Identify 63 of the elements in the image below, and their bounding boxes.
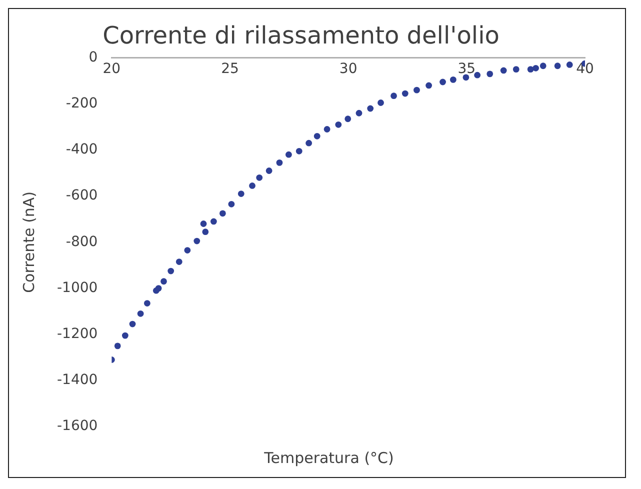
y-tick-label: -400 <box>66 142 98 158</box>
y-tick-label: -200 <box>66 96 98 112</box>
point <box>256 174 263 181</box>
point <box>378 100 384 106</box>
point <box>160 278 167 285</box>
point <box>486 70 494 78</box>
x-tick-label: 20 <box>102 60 121 77</box>
point <box>500 67 507 74</box>
y-tick-label: -1000 <box>56 280 98 296</box>
y-tick-label: 0 <box>88 49 98 66</box>
point <box>335 121 342 128</box>
point <box>137 310 144 317</box>
point <box>474 72 481 78</box>
point <box>249 182 256 189</box>
point <box>144 300 150 306</box>
point <box>306 140 312 146</box>
y-tick-label: -1400 <box>56 372 98 388</box>
point <box>129 320 136 328</box>
point <box>324 126 330 132</box>
chart-title: Corrente di rilassamento dell'olio <box>102 22 500 50</box>
point <box>219 210 226 217</box>
point <box>314 132 320 140</box>
y-tick-label: -600 <box>66 188 98 204</box>
point <box>176 258 182 265</box>
point <box>202 228 209 236</box>
point <box>228 200 235 208</box>
point <box>194 238 200 244</box>
y-tick-label: -800 <box>66 234 98 250</box>
point <box>155 285 162 292</box>
point <box>402 90 408 97</box>
point <box>210 218 217 225</box>
point <box>462 74 470 81</box>
x-tick-label: 25 <box>221 60 239 77</box>
point <box>566 62 573 68</box>
point <box>266 168 272 174</box>
point <box>344 116 352 122</box>
y-tick-label: -1600 <box>56 418 98 434</box>
point <box>356 110 362 116</box>
point <box>414 86 420 94</box>
point <box>276 159 283 166</box>
x-axis-title: Temperatura (°C) <box>263 449 395 467</box>
point <box>367 105 374 112</box>
point <box>540 62 546 70</box>
y-tick-label: -1200 <box>56 326 98 342</box>
point <box>426 82 432 89</box>
point <box>296 148 302 154</box>
point <box>114 342 121 350</box>
x-tick-label: 30 <box>339 60 358 77</box>
x-tick-label: 35 <box>458 60 476 77</box>
point <box>184 247 191 254</box>
point <box>554 62 561 70</box>
point <box>450 76 456 83</box>
point <box>390 92 397 100</box>
x-tick-label: 40 <box>576 60 594 77</box>
point <box>440 78 446 86</box>
point <box>238 190 244 197</box>
point <box>122 332 128 339</box>
point <box>200 220 207 227</box>
point <box>532 64 539 72</box>
point <box>168 268 174 274</box>
point <box>286 151 292 158</box>
point <box>512 66 520 73</box>
y-axis-title: Corrente (nA) <box>20 191 38 293</box>
